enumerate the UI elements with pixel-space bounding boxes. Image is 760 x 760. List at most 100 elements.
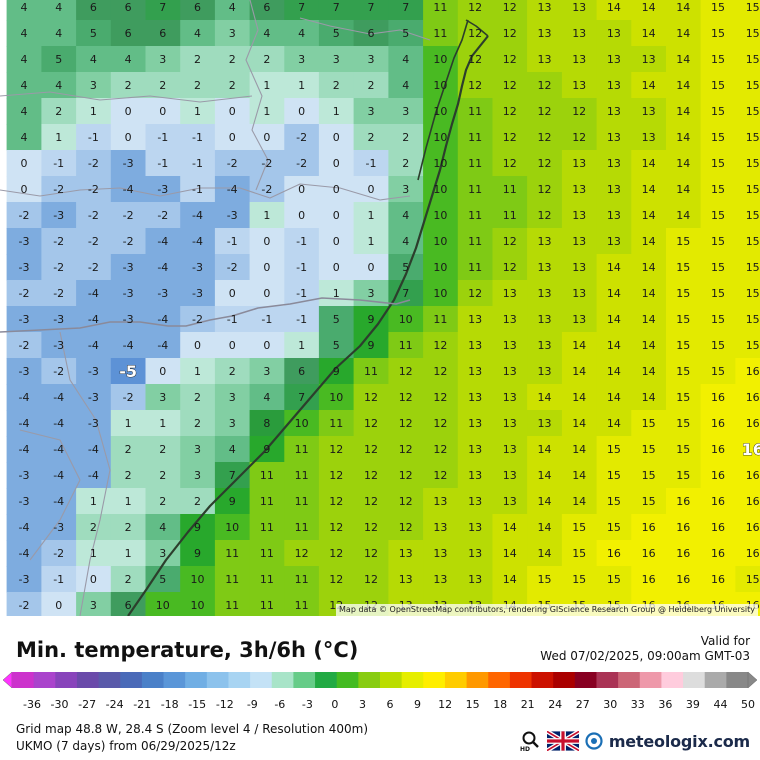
temperature-value: 13	[538, 365, 552, 378]
temperature-value: 1	[194, 365, 201, 378]
temperature-value: 5	[159, 573, 166, 586]
temperature-value: 14	[572, 443, 586, 456]
grid-cell	[388, 124, 424, 151]
grid-cell	[214, 98, 251, 125]
temperature-map[interactable]: 4 4 6 6 7 6 4 6 7 7 7 7 11 12 12 13 13 14 14 14 15 15 4 4 5 6 6 4 3 4…	[0, 0, 760, 616]
temperature-value: 4	[402, 53, 409, 66]
grid-cell	[666, 228, 702, 255]
temperature-value: -3	[123, 261, 134, 274]
temperature-value: 13	[607, 79, 621, 92]
grid-cell	[41, 410, 77, 437]
grid-cell	[700, 20, 737, 47]
temperature-value: 15	[676, 261, 690, 274]
grid-cell	[492, 384, 528, 411]
temperature-value: 11	[433, 27, 447, 40]
grid-cell	[596, 202, 633, 229]
temperature-value: -2	[53, 365, 64, 378]
temperature-value: 5	[333, 313, 340, 326]
grid-cell	[145, 0, 181, 21]
temperature-value: 14	[642, 235, 656, 248]
grid-cell	[666, 462, 702, 489]
grid-cell	[318, 72, 355, 99]
grid-cell	[561, 176, 598, 203]
temperature-value: 15	[746, 27, 760, 40]
legend-swatch	[250, 672, 273, 688]
grid-cell	[457, 124, 494, 151]
grid-cell	[145, 98, 181, 125]
grid-cell	[527, 514, 563, 541]
grid-cell	[492, 514, 528, 541]
grid-cell	[180, 514, 216, 541]
temperature-value: 10	[433, 79, 447, 92]
grid-cell	[666, 540, 702, 567]
legend-swatch	[466, 672, 489, 688]
grid-cell	[423, 384, 459, 411]
temperature-value: -3	[53, 313, 64, 326]
grid-cell	[666, 384, 702, 411]
temperature-value: 13	[503, 469, 517, 482]
temperature-value: 12	[399, 391, 413, 404]
temperature-value: -4	[88, 287, 99, 300]
magnifier-hd-icon[interactable]: HD	[519, 730, 541, 752]
temperature-value: -4	[19, 443, 30, 456]
temperature-value: 7	[229, 469, 236, 482]
grid-cell	[6, 488, 43, 515]
temperature-value: 14	[607, 365, 621, 378]
temperature-value: 14	[676, 1, 690, 14]
grid-cell	[700, 410, 737, 437]
temperature-value: 4	[21, 105, 28, 118]
temperature-value: 13	[503, 339, 517, 352]
temperature-value: 16	[676, 547, 690, 560]
legend-swatch	[120, 672, 143, 688]
temperature-value: 7	[333, 1, 340, 14]
grid-cell	[41, 124, 77, 151]
grid-cell	[76, 20, 112, 47]
grid-cell	[527, 176, 563, 203]
brand-name[interactable]: meteologix.com	[608, 731, 750, 751]
temperature-value: 1	[159, 417, 166, 430]
temperature-value: -2	[296, 157, 307, 170]
grid-cell	[180, 228, 216, 255]
temperature-value: 0	[263, 131, 270, 144]
temperature-value: 4	[298, 27, 305, 40]
grid-cell	[561, 566, 598, 593]
temperature-value: -3	[192, 287, 203, 300]
temperature-value: 15	[746, 131, 760, 144]
temperature-value: 15	[607, 495, 621, 508]
legend-swatch	[488, 672, 511, 688]
temperature-value: 11	[260, 573, 274, 586]
legend-swatch	[639, 672, 662, 688]
temperature-value: 11	[295, 573, 309, 586]
valid-time[interactable]: Wed 07/02/2025, 09:00am GMT-03	[540, 649, 750, 663]
grid-cell	[735, 72, 760, 99]
grid-cell	[492, 488, 528, 515]
uk-flag-icon[interactable]	[546, 731, 579, 751]
temperature-value: 12	[364, 417, 378, 430]
temperature-value: -4	[53, 495, 64, 508]
grid-cell	[76, 332, 112, 359]
temperature-value: 3	[229, 391, 236, 404]
temperature-value: 15	[572, 547, 586, 560]
grid-cell	[700, 566, 737, 593]
grid-cell	[423, 20, 459, 47]
temperature-value: 12	[329, 443, 343, 456]
grid-cell	[145, 384, 181, 411]
grid-cell	[180, 462, 216, 489]
model-info[interactable]: UKMO (7 days) from 06/29/2025/12z	[16, 739, 236, 753]
temperature-value: -3	[19, 235, 30, 248]
municipal-border-3	[0, 91, 253, 103]
temperature-value: 16	[676, 495, 690, 508]
grid-cell	[423, 306, 459, 333]
grid-cell	[110, 228, 147, 255]
grid-cell	[145, 462, 181, 489]
grid-cell	[596, 332, 633, 359]
temperature-value: 7	[368, 1, 375, 14]
map-attribution[interactable]: Map data © OpenStreetMap contributors, r…	[336, 604, 758, 616]
temperature-value: -4	[192, 235, 203, 248]
grid-cell	[145, 124, 181, 151]
grid-cell	[735, 462, 760, 489]
temperature-value: 2	[368, 79, 375, 92]
temperature-value: -1	[296, 287, 307, 300]
grid-cell	[423, 254, 459, 281]
grid-cell	[666, 410, 702, 437]
